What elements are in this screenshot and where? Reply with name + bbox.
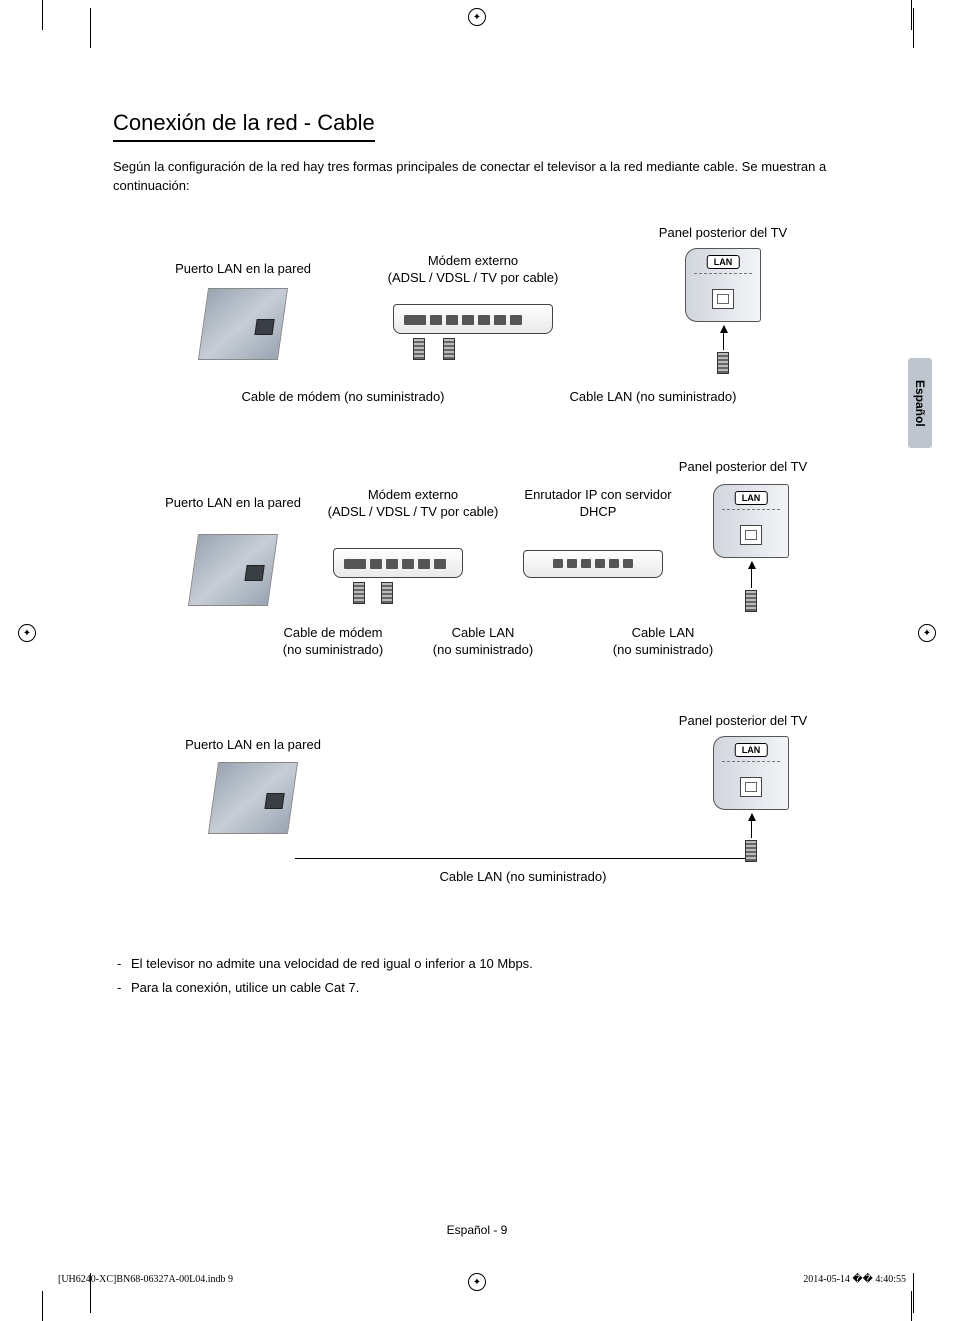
page-content: Conexión de la red - Cable Según la conf… [113, 110, 853, 1001]
wall-port-icon [198, 288, 288, 360]
cable-line [723, 326, 724, 350]
cable-line [751, 814, 752, 838]
modem-icon [333, 548, 463, 578]
lan-badge: LAN [735, 491, 768, 505]
label-modem-title: Módem externo [428, 253, 518, 268]
page-title: Conexión de la red - Cable [113, 110, 375, 142]
rj45-connector-icon [413, 338, 425, 360]
rj45-connector-icon [717, 352, 729, 374]
crop-mark [42, 0, 43, 30]
label-cable-lan: Cable LAN (no suministrado) [413, 868, 633, 886]
wall-port-icon [188, 534, 278, 606]
label-modem-sub: (ADSL / VDSL / TV por cable) [328, 504, 499, 519]
crop-mark [911, 0, 912, 30]
rj45-connector-icon [443, 338, 455, 360]
label-modem-title: Módem externo [368, 487, 458, 502]
diagram-3: Panel posterior del TV Puerto LAN en la … [113, 718, 813, 908]
label-a: Cable LAN [452, 625, 515, 640]
registration-mark [918, 624, 936, 642]
crop-mark [913, 1273, 914, 1313]
label-panel-tv: Panel posterior del TV [653, 458, 833, 476]
label-cable-modem-split: Cable de módem (no suministrado) [253, 624, 413, 659]
rj45-connector-icon [353, 582, 365, 604]
diagram-1: Panel posterior del TV Puerto LAN en la … [113, 230, 813, 420]
label-b: (no suministrado) [283, 642, 383, 657]
notes-list: El televisor no admite una velocidad de … [113, 952, 853, 1001]
intro-text: Según la configuración de la red hay tre… [113, 158, 853, 196]
registration-mark [468, 1273, 486, 1291]
footer-filename: [UH6240-XC]BN68-06327A-00L04.indb 9 [58, 1274, 233, 1285]
label-b: (no suministrado) [433, 642, 533, 657]
label-cable-lan: Cable LAN (no suministrado) [543, 388, 763, 406]
lan-badge: LAN [707, 255, 740, 269]
label-panel-tv: Panel posterior del TV [633, 224, 813, 242]
wall-port-icon [208, 762, 298, 834]
rj45-connector-icon [381, 582, 393, 604]
label-b: (no suministrado) [613, 642, 713, 657]
label-cable-modem: Cable de módem (no suministrado) [213, 388, 473, 406]
registration-mark [468, 8, 486, 26]
label-router: Enrutador IP con servidor DHCP [503, 486, 693, 521]
label-cable-lan-split: Cable LAN (no suministrado) [593, 624, 733, 659]
crop-mark [42, 1291, 43, 1321]
rj45-connector-icon [745, 590, 757, 612]
note-item: El televisor no admite una velocidad de … [113, 952, 853, 977]
label-modem: Módem externo (ADSL / VDSL / TV por cabl… [313, 486, 513, 521]
label-a: Cable LAN [632, 625, 695, 640]
crop-mark [913, 8, 914, 48]
label-router-a: Enrutador IP con servidor [524, 487, 671, 502]
tv-panel-icon: LAN [685, 248, 761, 322]
crop-mark [90, 8, 91, 48]
label-puerto: Puerto LAN en la pared [143, 494, 323, 512]
cable-line [751, 562, 752, 588]
label-panel-tv: Panel posterior del TV [653, 712, 833, 730]
diagram-2: Panel posterior del TV Puerto LAN en la … [113, 464, 813, 674]
modem-icon [393, 304, 553, 334]
footer-page-number: Español - 9 [0, 1223, 954, 1237]
label-a: Cable de módem [284, 625, 383, 640]
footer-timestamp: 2014-05-14 �� 4:40:55 [803, 1274, 906, 1285]
label-modem-sub: (ADSL / VDSL / TV por cable) [388, 270, 559, 285]
registration-mark [18, 624, 36, 642]
label-cable-lan-split: Cable LAN (no suministrado) [413, 624, 553, 659]
router-icon [523, 550, 663, 578]
crop-mark [911, 1291, 912, 1321]
label-router-b: DHCP [580, 504, 617, 519]
label-puerto: Puerto LAN en la pared [153, 260, 333, 278]
label-puerto: Puerto LAN en la pared [163, 736, 343, 754]
tv-panel-icon: LAN [713, 736, 789, 810]
rj45-connector-icon [745, 840, 757, 862]
language-tab: Español [908, 358, 932, 448]
label-modem: Módem externo (ADSL / VDSL / TV por cabl… [373, 252, 573, 287]
lan-badge: LAN [735, 743, 768, 757]
cable-line [295, 858, 745, 859]
tv-panel-icon: LAN [713, 484, 789, 558]
note-item: Para la conexión, utilice un cable Cat 7… [113, 976, 853, 1001]
